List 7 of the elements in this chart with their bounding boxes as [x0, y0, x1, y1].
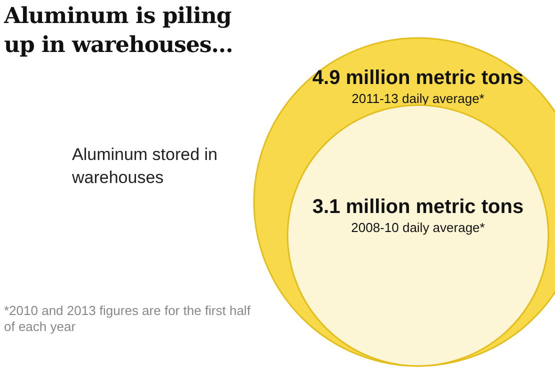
text: *2010 and 2013 figures are for the first half of each year — [4, 303, 252, 335]
data-label: 3.1 million metric tons — [312, 196, 524, 218]
text: Aluminum is piling up in warehouses... — [4, 2, 234, 60]
category-label: 2008-10 daily average* — [351, 220, 485, 235]
category-label: 2011-13 daily average* — [352, 91, 484, 106]
data-label: 4.9 million metric tons — [312, 67, 524, 89]
text: Aluminum stored in warehouses — [72, 144, 219, 189]
